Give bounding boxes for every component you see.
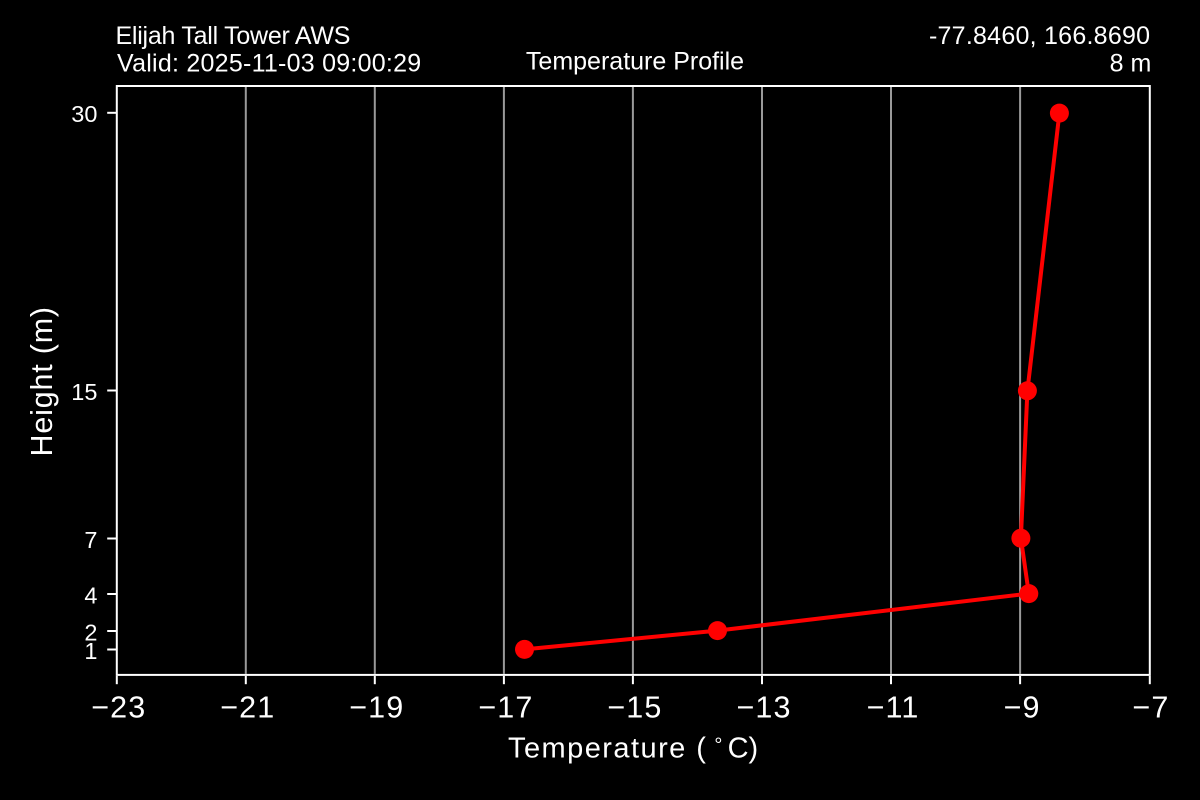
svg-text:−21: −21 xyxy=(220,691,275,725)
svg-text:−23: −23 xyxy=(91,691,146,725)
svg-text:7: 7 xyxy=(84,527,97,553)
svg-text:Height (m): Height (m) xyxy=(25,306,59,456)
svg-text:Elijah Tall Tower AWS: Elijah Tall Tower AWS xyxy=(116,22,351,50)
svg-text:Valid: 2025-11-03 09:00:29: Valid: 2025-11-03 09:00:29 xyxy=(117,49,421,77)
svg-text:2: 2 xyxy=(84,619,97,645)
svg-text:Temperature (°C): Temperature (° C) xyxy=(508,733,758,765)
svg-text:Temperature Profile: Temperature Profile xyxy=(526,47,744,75)
svg-text:4: 4 xyxy=(84,582,97,608)
svg-text:8 m: 8 m xyxy=(1110,49,1152,77)
svg-text:15: 15 xyxy=(71,379,97,405)
svg-text:30: 30 xyxy=(71,101,97,127)
svg-text:−9: −9 xyxy=(1004,691,1041,725)
svg-text:−15: −15 xyxy=(607,691,662,725)
svg-text:-77.8460, 166.8690: -77.8460, 166.8690 xyxy=(929,22,1150,50)
svg-text:−13: −13 xyxy=(736,691,791,725)
svg-text:−17: −17 xyxy=(478,691,533,725)
svg-text:−19: −19 xyxy=(349,691,404,725)
svg-text:−11: −11 xyxy=(867,691,920,725)
svg-text:1: 1 xyxy=(84,638,97,664)
svg-text:−7: −7 xyxy=(1132,691,1169,725)
